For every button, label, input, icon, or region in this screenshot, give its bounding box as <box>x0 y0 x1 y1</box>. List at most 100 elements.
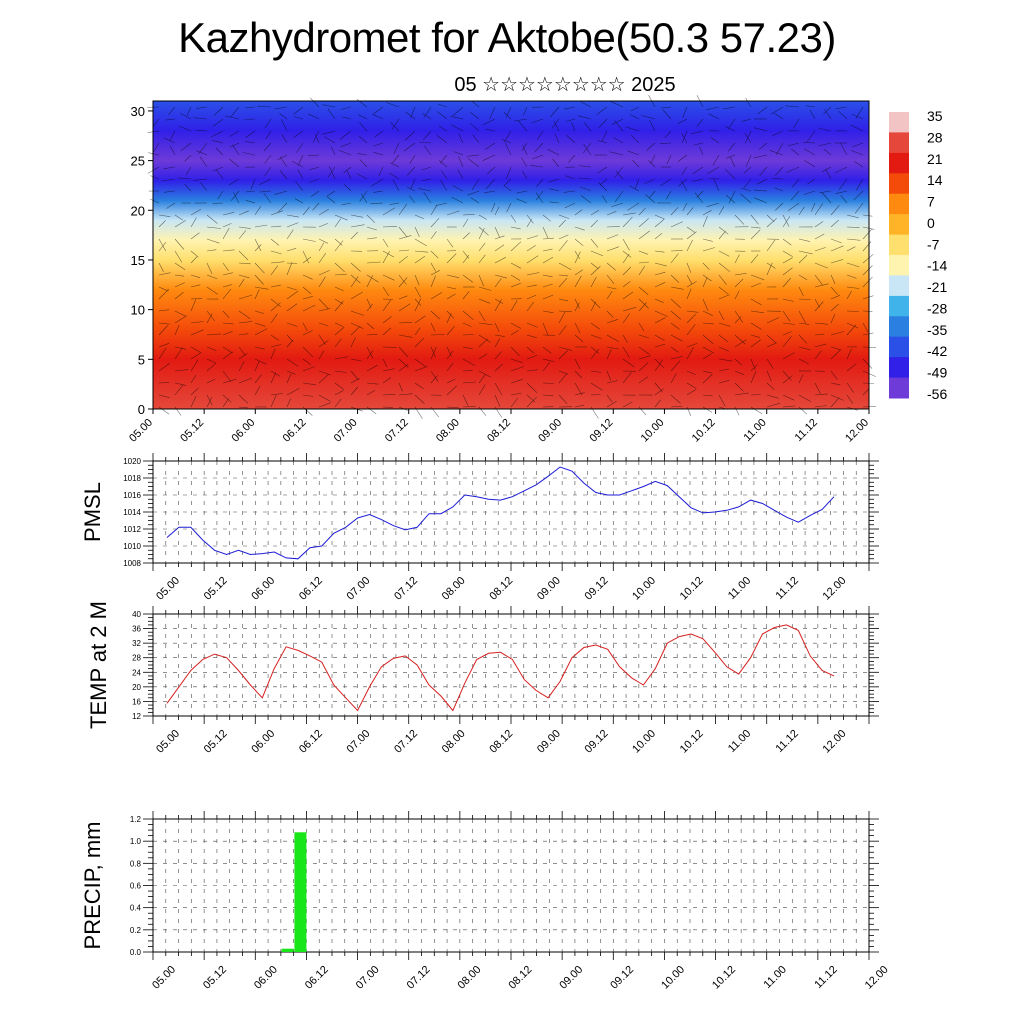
colorbar-label: -7 <box>927 236 940 252</box>
x-tick-label: 11.00 <box>726 575 753 602</box>
x-tick-label: 08.12 <box>487 728 515 756</box>
colorbar-swatch <box>889 336 909 358</box>
colorbar-swatch <box>889 132 909 154</box>
cross-section-panel: 0 5 10 15 20 25 30 05.00 05.12 06.00 06.12 07.00 07.… <box>127 95 877 445</box>
y-tick-label: 40 <box>132 610 141 619</box>
y-axis-title: TEMP at 2 M <box>86 601 111 729</box>
colorbar-swatch <box>889 234 909 256</box>
x-tick-label: 06.00 <box>252 964 280 992</box>
y-tick-label: 5 <box>138 352 145 367</box>
x-tick-label: 09.12 <box>583 575 611 603</box>
y-tick-label: 12 <box>132 712 141 721</box>
x-tick-label: 05.12 <box>178 417 206 445</box>
x-tick-label: 05.00 <box>127 417 155 445</box>
pmsl-panel: 1008 1010 1012 1014 1016 1018 1020 05.00 05.12 06… <box>80 453 879 603</box>
precip-bar <box>281 948 294 952</box>
grid <box>153 614 869 716</box>
y-tick-label: 16 <box>132 697 141 706</box>
x-tick-label: 06.12 <box>297 728 325 756</box>
x-tick-label: 12.00 <box>821 575 849 603</box>
y-tick-label: 25 <box>131 154 145 169</box>
x-tick-label: 09.00 <box>557 964 585 992</box>
y-tick-label: 0.8 <box>130 859 142 868</box>
x-tick-label: 08.00 <box>440 728 468 756</box>
x-tick-label: 06.00 <box>229 417 257 445</box>
colorbar-label: -49 <box>927 365 947 381</box>
x-tick-label: 11.00 <box>726 728 753 755</box>
x-tick-label: 12.00 <box>821 728 849 756</box>
x-tick-label: 08.00 <box>440 575 468 603</box>
x-tick-label: 07.00 <box>354 964 382 992</box>
y-tick-label: 0.6 <box>130 882 142 891</box>
colorbar-label: 21 <box>927 151 943 167</box>
x-tick-label: 07.12 <box>405 964 433 992</box>
y-tick-label: 0.2 <box>130 926 142 935</box>
x-tick-label: 10.00 <box>630 728 658 756</box>
y-tick-label: 1016 <box>123 491 141 500</box>
colorbar-label: 35 <box>927 108 943 124</box>
y-tick-label: 1.0 <box>130 837 142 846</box>
x-tick-label: 11.12 <box>793 417 820 444</box>
y-tick-label: 0.4 <box>130 904 142 913</box>
x-tick-label: 10.12 <box>678 728 706 756</box>
x-tick-label: 10.12 <box>710 964 738 992</box>
precip-panel: 0.0 0.2 0.4 0.6 0.8 1.0 1.2 05.00 05.12 06.00 06.1… <box>80 811 891 992</box>
y-tick-label: 10 <box>131 303 145 318</box>
grid <box>153 461 869 563</box>
x-tick-label: 10.00 <box>630 575 658 603</box>
temp-panel: 12 16 20 24 28 32 36 40 05.00 05.12 06.00 06.12 07.0… <box>86 601 879 756</box>
x-tick-label: 05.12 <box>201 964 229 992</box>
x-tick-label: 06.00 <box>249 575 277 603</box>
chart-subtitle: 05 ☆☆☆☆☆☆☆☆ 2025 <box>454 74 676 96</box>
pmsl-line <box>166 466 835 560</box>
y-tick-label: 15 <box>131 253 145 268</box>
x-tick-label: 06.12 <box>281 417 309 445</box>
x-tick-label: 07.12 <box>392 575 420 603</box>
x-tick-label: 12.00 <box>863 964 891 992</box>
temp-line <box>166 624 835 712</box>
x-tick-label: 05.12 <box>202 575 230 603</box>
y-tick-label: 30 <box>131 104 145 119</box>
x-tick-label: 06.00 <box>249 728 277 756</box>
y-tick-label: 1010 <box>123 542 141 551</box>
colorbar-swatch <box>889 193 909 215</box>
x-tick-label: 07.00 <box>332 417 360 445</box>
y-tick-label: 0.0 <box>130 948 142 957</box>
colorbar-label: 28 <box>927 129 943 145</box>
colorbar-swatch <box>889 173 909 195</box>
x-tick-label: 10.00 <box>659 964 687 992</box>
y-tick-label: 32 <box>132 639 141 648</box>
y-tick-label: 1018 <box>123 474 141 483</box>
y-tick-label: 1.2 <box>130 815 142 824</box>
x-tick-label: 05.12 <box>202 728 230 756</box>
colorbar-swatch <box>889 152 909 174</box>
colorbar-swatch <box>889 214 909 235</box>
x-tick-label: 10.12 <box>678 575 706 603</box>
colorbar-swatch <box>889 316 909 338</box>
colorbar-label: 7 <box>927 194 935 210</box>
colorbar-swatch <box>889 377 909 399</box>
x-tick-label: 05.00 <box>150 964 178 992</box>
colorbar-label: -21 <box>927 279 947 295</box>
colorbar-label: -35 <box>927 322 947 338</box>
y-tick-label: 1014 <box>123 508 141 517</box>
colorbar-swatch <box>889 255 909 276</box>
x-tick-label: 09.12 <box>587 417 615 445</box>
x-tick-label: 10.00 <box>639 417 667 445</box>
x-tick-label: 05.00 <box>154 728 182 756</box>
y-tick-label: 1012 <box>123 525 141 534</box>
colorbar-swatch <box>889 295 909 317</box>
y-tick-label: 0 <box>138 402 145 417</box>
colorbar: 35 28 21 14 7 0 -7 -14 -21 -28 -35 -42 -49 -56 <box>889 108 947 402</box>
x-tick-label: 08.12 <box>487 575 515 603</box>
y-tick-label: 20 <box>131 203 145 218</box>
colorbar-label: 0 <box>927 215 935 231</box>
colorbar-label: -42 <box>927 343 947 359</box>
x-tick-label: 09.00 <box>535 575 563 603</box>
y-axis-title: PMSL <box>80 482 105 542</box>
colorbar-label: 14 <box>927 172 943 188</box>
x-tick-label: 11.12 <box>774 728 801 755</box>
x-tick-label: 12.00 <box>843 417 871 445</box>
colorbar-label: -14 <box>927 258 947 274</box>
x-tick-label: 11.00 <box>762 964 789 991</box>
